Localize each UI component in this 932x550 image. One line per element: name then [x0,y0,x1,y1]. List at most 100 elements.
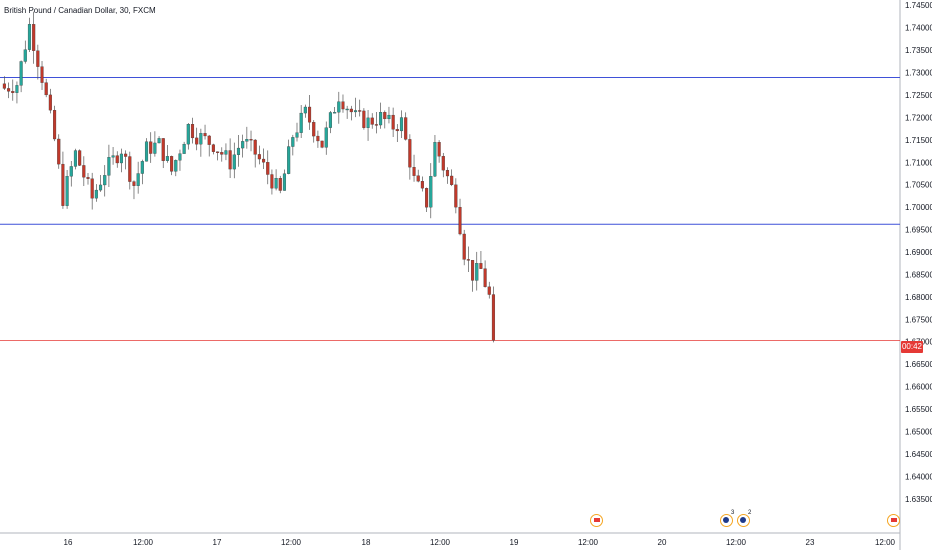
time-tick-label: 12:00 [430,538,451,547]
candle [23,40,27,64]
candle [262,148,266,170]
candle [441,152,445,178]
candle [274,169,278,191]
candle [399,110,404,138]
candle [15,81,19,104]
candle [454,178,458,214]
candle [307,94,312,130]
axes [0,0,901,550]
uk-flag-icon[interactable]: 2 [737,510,751,527]
time-tick-label: 19 [510,538,519,547]
candle [333,107,337,114]
candle [266,150,270,185]
candle [94,184,98,202]
candle [241,134,245,158]
candle [445,167,450,184]
price-tick-label: 1.68000 [905,293,932,302]
candle [236,135,241,167]
time-tick-label: 17 [213,538,222,547]
candle [487,281,491,299]
price-tick-label: 1.64000 [905,472,932,481]
candle [391,107,395,137]
candle [115,151,119,168]
canada-flag-icon[interactable] [887,514,900,527]
candle [458,198,462,236]
candle [282,169,287,191]
candle [161,138,165,169]
price-tick-label: 1.63500 [905,495,932,504]
canada-flag-icon[interactable] [590,514,603,527]
candle [119,148,123,173]
price-tick-label: 1.67500 [905,315,932,324]
event-count: 2 [748,510,752,516]
candle [245,126,249,149]
candle [395,124,399,143]
candle [165,144,169,163]
candle [19,60,23,93]
candle [207,134,211,157]
candle [186,122,190,150]
time-tick-label: 12:00 [578,538,599,547]
price-tick-label: 1.71000 [905,158,932,167]
price-tick-label: 1.72500 [905,91,932,100]
candle [2,76,6,90]
candle [287,139,291,175]
canada-flag-icon-glyph [890,518,898,522]
candle [370,113,374,129]
candle [199,128,203,157]
uk-flag-icon-glyph [740,517,746,523]
uk-flag-icon[interactable]: 3 [720,510,734,527]
candle [257,145,261,165]
candle [379,102,383,129]
candle [144,138,149,162]
candle [216,151,220,161]
candle [479,251,483,269]
candle [466,246,470,272]
event-count: 3 [731,510,735,516]
price-tick-label: 1.70500 [905,181,932,190]
candles[interactable] [2,11,496,343]
candle [128,151,132,190]
candle [362,108,366,130]
price-tick-label: 1.68500 [905,270,932,279]
candle [412,154,416,182]
candle [475,251,479,291]
candle [416,169,420,183]
time-tick-label: 18 [362,538,371,547]
candle [182,141,186,154]
candle [11,79,15,101]
candle [36,44,40,80]
candle [211,143,215,155]
candle [249,130,253,152]
candle [149,132,153,163]
candle [7,82,11,99]
candle [253,139,257,168]
candle [44,78,48,98]
candle [82,156,86,187]
candle [170,155,174,176]
candle [491,286,496,343]
candle [358,99,362,117]
time-tick-label: 16 [64,538,73,547]
time-tick-label: 23 [806,538,815,547]
candle [140,159,144,185]
time-axis[interactable]: 16 12:00 17 12:00 18 12:00 19 12:00 20 12:00 23 12:… [64,538,896,547]
candle [270,169,274,195]
price-tick-label: 1.72000 [905,113,932,122]
current-price-countdown-badge: 00:42 [901,341,923,353]
price-tick-label: 1.66500 [905,360,932,369]
candle [111,146,115,165]
candle [483,260,487,288]
candle [103,165,107,197]
price-tick-label: 1.69500 [905,226,932,235]
candle [295,122,299,142]
candle [90,172,94,210]
candle [349,105,353,121]
candle [107,144,111,187]
candle [178,149,182,171]
horizontal-lines[interactable] [0,76,900,341]
candle [316,130,320,148]
price-axis[interactable]: 1.74500 1.74000 1.73500 1.73000 1.72500 1.720… [905,1,932,504]
candle [65,169,69,209]
